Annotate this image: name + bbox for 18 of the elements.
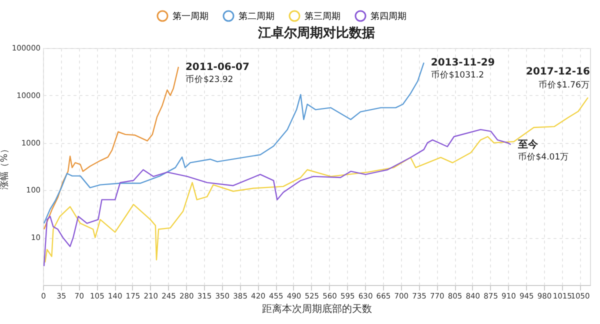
annotation: 币价$23.92: [185, 74, 234, 85]
chart-title: 江卓尔周期对比数据: [257, 26, 375, 41]
legend-label: 第三周期: [304, 11, 340, 22]
annotation: 2013-11-29: [430, 58, 495, 69]
x-axis-title: 距离本次周期底部的天数: [262, 303, 372, 315]
annotation: 币价$4.01万: [518, 152, 570, 163]
annotation: 至今: [516, 138, 539, 151]
annotation: 2017-12-16: [526, 66, 590, 78]
annotation: 币价$1.76万: [538, 80, 590, 91]
legend-label: 第二周期: [238, 11, 274, 22]
annotation: 币价$1031.2: [430, 70, 484, 81]
line-series: [43, 128, 512, 267]
line-series: [43, 66, 180, 230]
line-series: [44, 96, 589, 263]
legend-label: 第四周期: [370, 11, 406, 22]
annotation: 2011-06-07: [185, 62, 250, 73]
legend-label: 第一周期: [172, 11, 208, 22]
line-series: [43, 62, 424, 224]
